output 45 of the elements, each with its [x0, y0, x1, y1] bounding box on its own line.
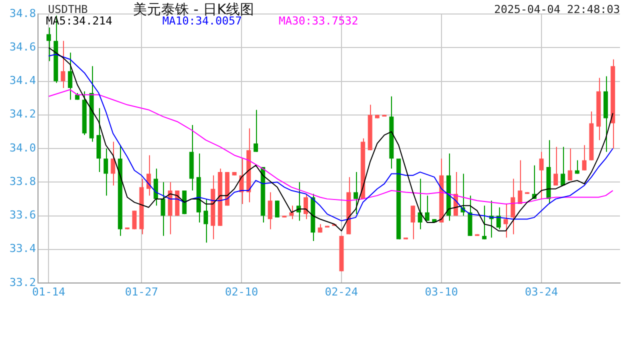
candlestick	[104, 148, 108, 196]
candlestick	[504, 203, 508, 238]
candlestick	[354, 172, 358, 215]
candlestick	[68, 52, 72, 100]
candlestick	[160, 182, 166, 236]
candlestick	[204, 198, 208, 244]
candlestick	[154, 168, 158, 206]
candlestick	[146, 154, 151, 196]
candlestick	[254, 109, 258, 152]
y-tick-label: 34.0	[10, 141, 36, 154]
candlestick	[96, 108, 101, 173]
y-tick-label: 34.4	[10, 74, 36, 88]
x-tick-label: 02-10	[224, 285, 258, 298]
candlestick	[574, 160, 580, 174]
y-tick-label: 33.4	[10, 242, 36, 256]
candlestick	[46, 26, 51, 62]
candlestick	[424, 195, 430, 222]
annotation: 2025-04-04 22:48:03	[494, 3, 620, 16]
candlestick	[510, 178, 516, 235]
x-tick-label: 03-24	[524, 285, 558, 298]
candlestick	[554, 146, 558, 186]
candlestick	[304, 193, 308, 220]
y-tick-label: 33.8	[10, 174, 36, 188]
candlestick	[468, 195, 472, 236]
candlestick	[296, 182, 301, 222]
candlestick	[560, 146, 566, 186]
candlestick	[410, 205, 416, 240]
y-tick-label: 33.6	[10, 208, 36, 222]
candlestick	[496, 206, 501, 230]
y-tick-label: 34.2	[10, 108, 36, 121]
candlestick	[268, 192, 272, 230]
candlestick	[539, 151, 544, 200]
candlestick	[482, 205, 487, 240]
candlestick	[289, 205, 294, 220]
x-tick-label: 01-27	[124, 285, 158, 298]
text: MA30:33.7532	[278, 14, 358, 28]
y-tick-label: 34.6	[10, 40, 36, 54]
x-tick-label: 02-24	[324, 285, 358, 298]
candlestick	[418, 178, 422, 230]
chart-subtitle: USDTHB	[48, 3, 88, 16]
candlestick	[60, 40, 66, 88]
x-tick-label: 03-10	[424, 285, 458, 298]
candlestick	[582, 144, 587, 171]
candlestick	[132, 210, 137, 230]
y-tick-label: 34.8	[10, 6, 36, 20]
